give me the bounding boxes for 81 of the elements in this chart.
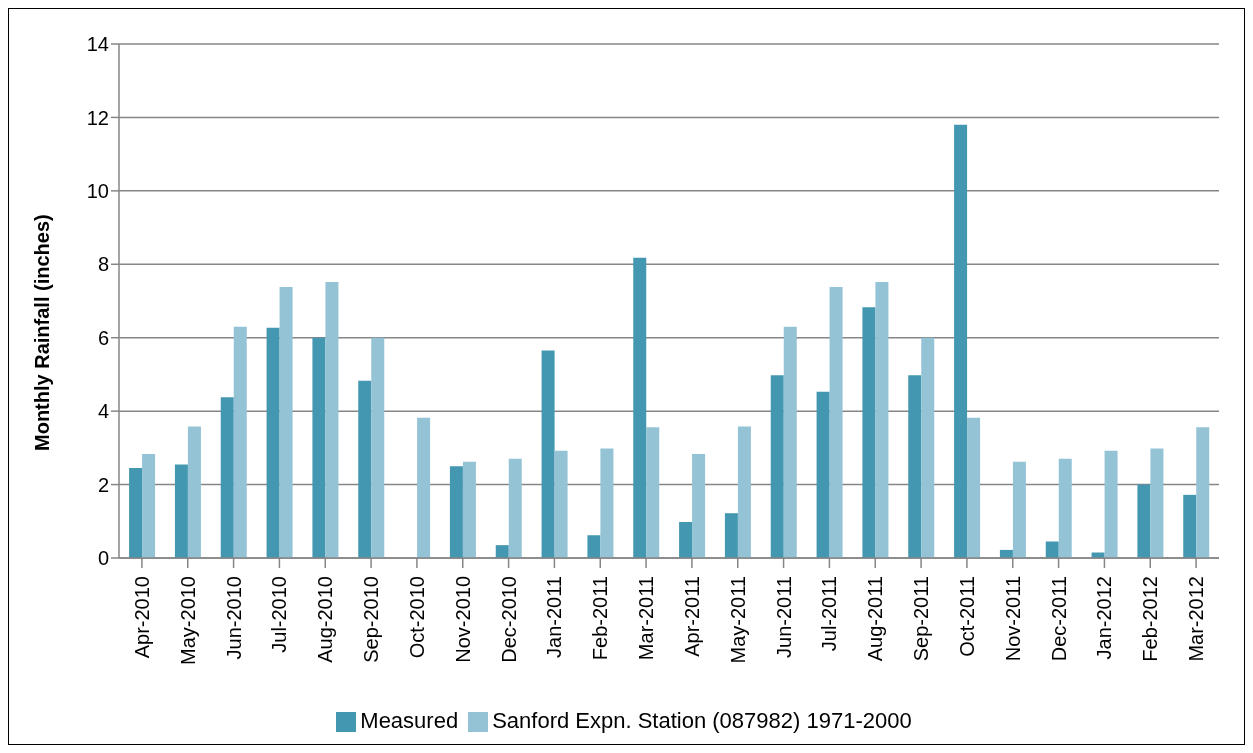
x-tick-label: Jan-2012: [1093, 576, 1116, 660]
bar: [554, 450, 568, 558]
x-tick-label: Sep-2011: [910, 576, 933, 662]
x-tick-label: Nov-2010: [451, 576, 474, 663]
bar: [279, 287, 293, 558]
x-tick-label: Jun-2011: [772, 576, 795, 658]
x-tick-label: Sep-2010: [360, 576, 383, 663]
bar: [266, 327, 280, 558]
bar: [724, 513, 738, 558]
x-tick-label: Aug-2010: [314, 576, 337, 663]
bar: [829, 287, 843, 558]
bar: [816, 391, 830, 558]
bar: [142, 454, 156, 558]
y-tick-label: 4: [97, 400, 109, 423]
bar: [312, 337, 326, 558]
x-tick-label: Dec-2010: [497, 576, 520, 663]
legend-label: Sanford Expn. Station (087982) 1971-2000: [492, 708, 912, 733]
x-tick-label: Aug-2011: [864, 576, 887, 662]
y-axis-title: Monthly Rainfall (inches): [31, 214, 54, 451]
x-tick-label: Nov-2011: [1001, 576, 1024, 662]
bar: [1104, 450, 1118, 558]
bar: [462, 461, 476, 558]
bar: [737, 426, 751, 558]
bar: [1183, 494, 1197, 558]
bar: [325, 281, 339, 558]
bar: [1045, 541, 1059, 558]
y-tick-label: 6: [97, 326, 109, 349]
bar: [770, 375, 784, 558]
x-tick-label: Oct-2011: [955, 576, 978, 657]
x-tick-label: May-2011: [726, 576, 749, 664]
bar: [449, 466, 463, 558]
bar: [646, 427, 660, 558]
legend-label: Measured: [360, 708, 459, 733]
bar: [1196, 427, 1210, 558]
y-tick-label: 0: [97, 547, 109, 570]
x-tick-label: Feb-2011: [589, 576, 612, 661]
bar: [954, 124, 968, 558]
bar: [679, 522, 693, 558]
bar: [508, 458, 522, 558]
bar: [371, 337, 385, 558]
bar: [1137, 484, 1151, 558]
x-tick-label: Mar-2011: [635, 576, 658, 661]
x-tick-label: Jun-2010: [222, 576, 245, 660]
bar: [220, 397, 234, 558]
bar: [129, 468, 143, 558]
bar: [187, 426, 201, 558]
y-tick-label: 14: [86, 33, 109, 56]
bar: [633, 257, 647, 558]
y-tick-label: 12: [86, 106, 109, 129]
x-tick-label: Mar-2012: [1185, 576, 1208, 662]
bar: [862, 307, 876, 558]
bar: [233, 326, 247, 558]
bar: [587, 535, 601, 558]
bar: [1150, 448, 1164, 558]
bar: [908, 375, 922, 558]
bar: [967, 417, 981, 558]
bar: [921, 337, 935, 558]
x-tick-label: Apr-2011: [680, 576, 703, 657]
x-tick-label: Oct-2010: [405, 576, 428, 659]
bar: [875, 281, 889, 558]
x-tick-label: May-2010: [176, 576, 199, 665]
bar: [1091, 552, 1105, 558]
bar: [358, 380, 372, 558]
bar: [1058, 458, 1072, 558]
bar: [541, 350, 555, 558]
x-tick-label: Jul-2010: [268, 576, 291, 653]
y-tick-label: 2: [97, 473, 109, 496]
y-tick-label: 10: [86, 179, 109, 202]
bar: [417, 417, 431, 558]
x-tick-label: Dec-2011: [1047, 576, 1070, 662]
x-tick-label: Jul-2011: [818, 576, 841, 652]
y-tick-label: 8: [97, 253, 109, 276]
bar: [1012, 461, 1026, 558]
bar: [692, 454, 706, 558]
bar: [783, 326, 797, 558]
bar: [174, 464, 188, 558]
bar: [495, 545, 509, 558]
x-tick-label: Feb-2012: [1139, 576, 1162, 662]
bar: [600, 448, 614, 558]
x-tick-label: Apr-2010: [130, 576, 153, 659]
x-tick-label: Jan-2011: [543, 576, 566, 658]
